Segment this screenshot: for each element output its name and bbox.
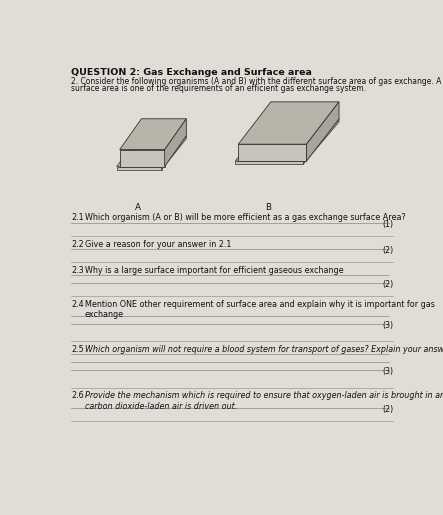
Text: Give a reason for your answer in 2.1: Give a reason for your answer in 2.1	[85, 239, 231, 249]
Text: 2.6: 2.6	[71, 391, 83, 400]
Text: (3): (3)	[382, 367, 393, 376]
Text: A: A	[135, 203, 141, 212]
Polygon shape	[120, 119, 187, 149]
Polygon shape	[307, 102, 339, 161]
Polygon shape	[303, 119, 339, 164]
Text: (2): (2)	[382, 246, 393, 255]
Text: 2.3: 2.3	[71, 266, 83, 275]
Polygon shape	[235, 161, 303, 164]
Text: Provide the mechanism which is required to ensure that oxygen-laden air is broug: Provide the mechanism which is required …	[85, 391, 443, 411]
Text: surface area is one of the requirements of an efficient gas exchange system.: surface area is one of the requirements …	[71, 84, 366, 93]
Polygon shape	[238, 102, 339, 144]
Polygon shape	[162, 136, 187, 169]
Polygon shape	[235, 119, 339, 161]
Text: (1): (1)	[382, 220, 393, 229]
Polygon shape	[120, 149, 165, 166]
Text: 2.2: 2.2	[71, 239, 84, 249]
Text: (2): (2)	[382, 405, 393, 414]
Text: (2): (2)	[382, 280, 393, 289]
Text: QUESTION 2: Gas Exchange and Surface area: QUESTION 2: Gas Exchange and Surface are…	[71, 68, 312, 77]
Text: (3): (3)	[382, 321, 393, 330]
Text: Mention ONE other requirement of surface area and explain why it is important fo: Mention ONE other requirement of surface…	[85, 300, 435, 319]
Text: 2.1: 2.1	[71, 214, 83, 222]
Text: 2.4: 2.4	[71, 300, 83, 308]
Polygon shape	[238, 144, 307, 161]
Text: Why is a large surface important for efficient gaseous exchange: Why is a large surface important for eff…	[85, 266, 343, 275]
Text: Which organism (A or B) will be more efficient as a gas exchange surface Area?: Which organism (A or B) will be more eff…	[85, 214, 406, 222]
Text: B: B	[265, 203, 272, 212]
Text: 2. Consider the following organisms (A and B) with the different surface area of: 2. Consider the following organisms (A a…	[71, 77, 441, 86]
Polygon shape	[165, 119, 187, 166]
Text: 2.5: 2.5	[71, 345, 84, 354]
Polygon shape	[117, 166, 162, 169]
Text: Which organism will not require a blood system for transport of gases? Explain y: Which organism will not require a blood …	[85, 345, 443, 354]
Polygon shape	[117, 136, 187, 166]
